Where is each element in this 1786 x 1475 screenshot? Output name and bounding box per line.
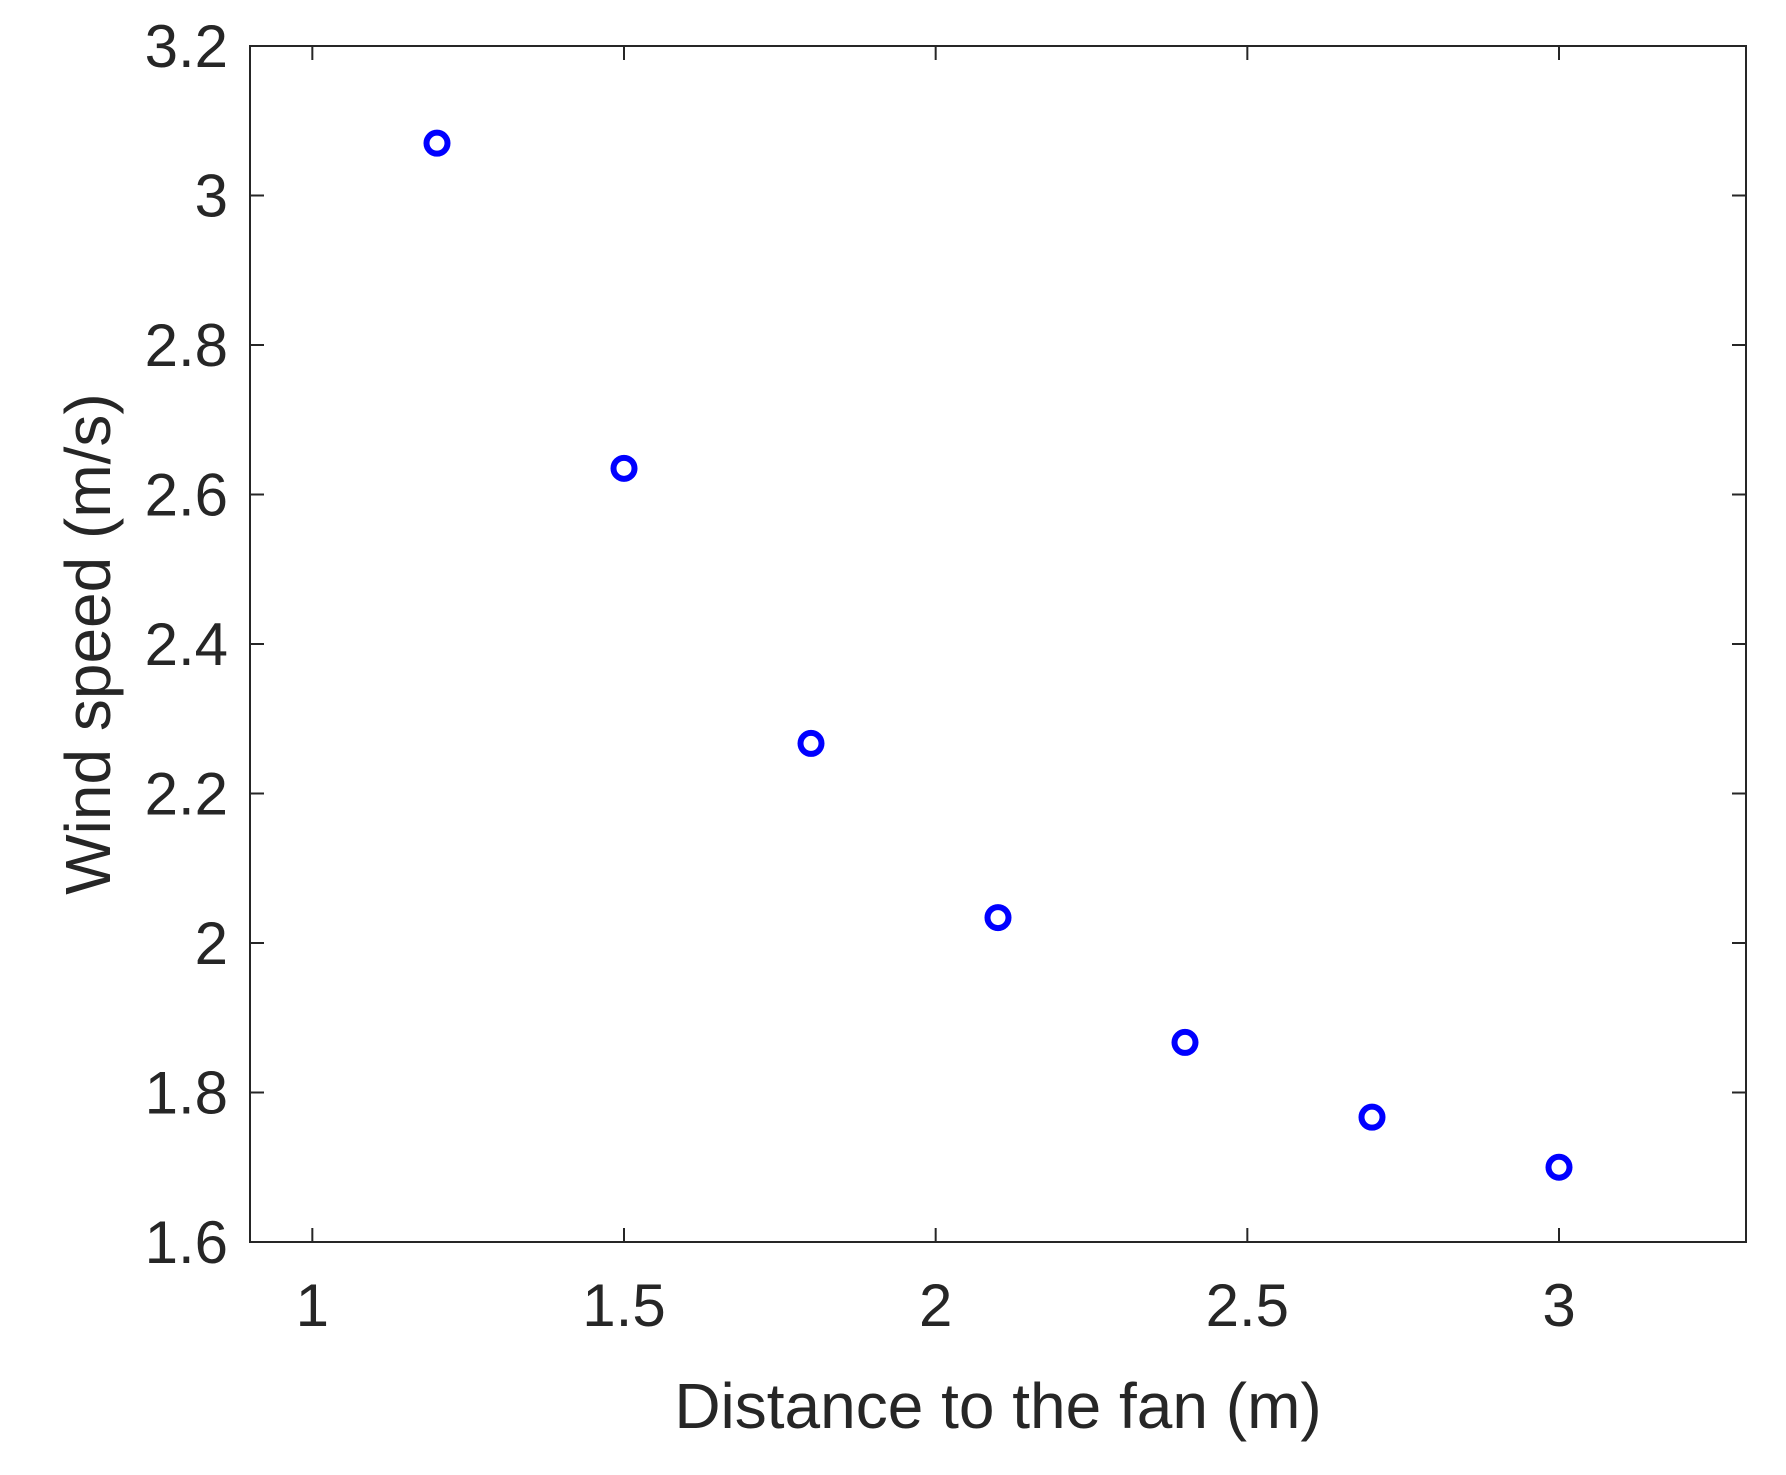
x-axis-title: Distance to the fan (m) — [674, 1370, 1321, 1442]
data-point — [984, 904, 1012, 932]
y-tick-label: 2 — [195, 910, 228, 977]
plot-area-frame — [249, 45, 1747, 1243]
y-tick-label: 2.8 — [145, 312, 228, 379]
y-tick-label: 1.6 — [145, 1209, 228, 1276]
y-tick-label: 2.6 — [145, 462, 228, 529]
x-tick-label: 3 — [1542, 1272, 1575, 1339]
data-point — [1171, 1028, 1199, 1056]
y-axis-title: Wind speed (m/s) — [52, 393, 124, 894]
data-point — [610, 454, 638, 482]
x-tick-label: 1.5 — [582, 1272, 665, 1339]
y-axis-tick-labels: 1.6 1.8 2 2.2 2.4 2.6 2.8 3 3.2 — [145, 13, 228, 1276]
data-point — [1358, 1103, 1386, 1131]
y-tick-label: 2.4 — [145, 611, 228, 678]
data-point — [423, 129, 451, 157]
y-tick-label: 2.2 — [145, 761, 228, 828]
data-point — [1545, 1153, 1573, 1181]
y-tick-label: 3 — [195, 163, 228, 230]
x-tick-label: 1 — [296, 1272, 329, 1339]
y-tick-label: 3.2 — [145, 13, 228, 80]
data-point — [797, 729, 825, 757]
x-axis-ticks — [311, 46, 1560, 1242]
x-tick-label: 2 — [919, 1272, 952, 1339]
plot-area-background — [250, 46, 1746, 1242]
x-tick-label: 2.5 — [1206, 1272, 1289, 1339]
data-points — [423, 129, 1573, 1181]
y-tick-label: 1.8 — [145, 1060, 228, 1127]
x-axis-tick-labels: 1 1.5 2 2.5 3 — [296, 1272, 1576, 1339]
